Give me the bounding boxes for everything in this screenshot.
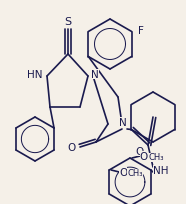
Text: S: S — [64, 17, 72, 27]
Text: N: N — [91, 70, 99, 80]
Text: CH₃: CH₃ — [148, 153, 164, 162]
Text: NH: NH — [153, 165, 169, 175]
Text: CH₃: CH₃ — [127, 169, 143, 178]
Text: F: F — [138, 25, 144, 35]
Text: O: O — [140, 151, 148, 161]
Text: O: O — [68, 142, 76, 152]
Text: HN: HN — [27, 70, 43, 80]
Text: O: O — [136, 146, 144, 156]
Text: O: O — [119, 167, 127, 177]
Text: N: N — [119, 118, 127, 127]
